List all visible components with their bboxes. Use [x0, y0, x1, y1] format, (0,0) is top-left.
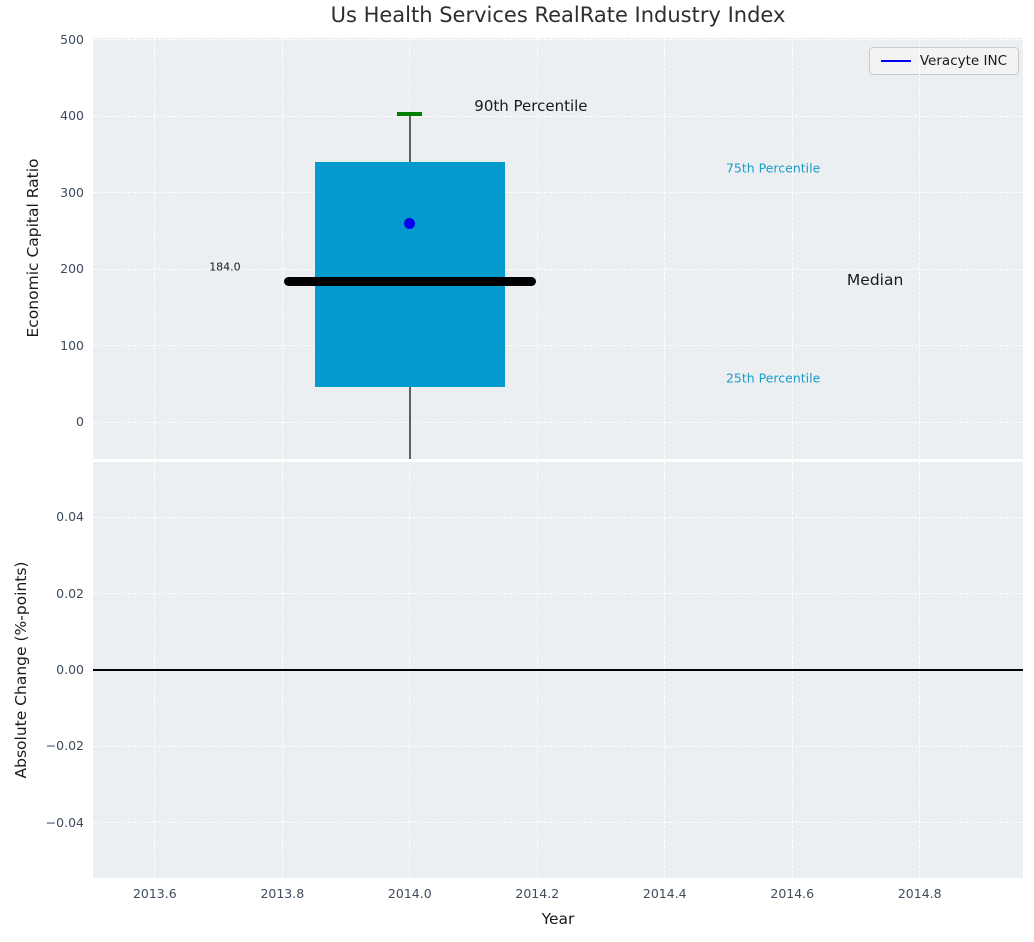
x-tick-label: 2013.6	[132, 886, 177, 901]
y-tick-label: 0.04	[56, 509, 84, 525]
y-tick-label: 100	[60, 337, 84, 353]
x-tick-label: 2014.6	[770, 886, 815, 901]
x-tick-label: 2014.2	[515, 886, 560, 901]
y-tick-label: −0.02	[45, 738, 84, 754]
legend: Veracyte INC	[868, 47, 1019, 75]
bottom-axes-absolute-change	[93, 462, 1023, 878]
y-gridline	[93, 192, 1023, 194]
x-axis-label: Year	[541, 910, 575, 928]
annotation-25th-percentile: 25th Percentile	[725, 370, 821, 386]
y-tick-label: −0.04	[45, 814, 84, 830]
y-gridline	[93, 822, 1023, 824]
y-gridline	[93, 345, 1023, 347]
x-gridline	[791, 38, 793, 459]
y-gridline	[93, 745, 1023, 747]
y-tick-label: 0.02	[56, 585, 84, 601]
x-tick-label: 2014.0	[387, 886, 432, 901]
zero-reference-line	[93, 669, 1023, 671]
figure-title: Us Health Services RealRate Industry Ind…	[330, 3, 786, 27]
median-line	[283, 276, 536, 286]
legend-label: Veracyte INC	[919, 53, 1007, 69]
y-gridline	[93, 268, 1023, 270]
y-tick-label: 200	[60, 261, 84, 277]
annotation-75th-percentile: 75th Percentile	[725, 160, 821, 176]
x-gridline	[664, 38, 666, 459]
box-iqr	[314, 162, 505, 387]
y-gridline	[93, 115, 1023, 117]
x-gridline	[536, 38, 538, 459]
y-gridline	[93, 421, 1023, 423]
y-gridline	[93, 593, 1023, 595]
x-gridline	[281, 38, 283, 459]
y-tick-label: 0	[76, 414, 84, 430]
x-tick-label: 2013.8	[260, 886, 305, 901]
annotation-90th-percentile: 90th Percentile	[474, 97, 588, 116]
y-tick-label: 400	[60, 108, 84, 124]
p90-whisker-cap	[397, 112, 423, 116]
y-tick-label: 0.00	[56, 662, 84, 677]
annotation-median: Median	[846, 270, 904, 289]
y-gridline	[93, 39, 1023, 41]
annotation-184.0: 184.0	[209, 260, 241, 274]
x-gridline	[919, 38, 921, 459]
x-tick-label: 2014.4	[642, 886, 687, 901]
legend-line-sample	[880, 60, 911, 62]
data-point-veracyte-inc	[404, 217, 416, 229]
x-gridline	[154, 38, 156, 459]
x-tick-label: 2014.8	[897, 886, 942, 901]
y-gridline	[93, 516, 1023, 518]
y-tick-label: 500	[60, 31, 84, 47]
y-tick-label: 300	[60, 184, 84, 200]
top-axes-economic-capital-ratio: Veracyte INC 90th Percentile 75th Percent…	[93, 38, 1023, 459]
